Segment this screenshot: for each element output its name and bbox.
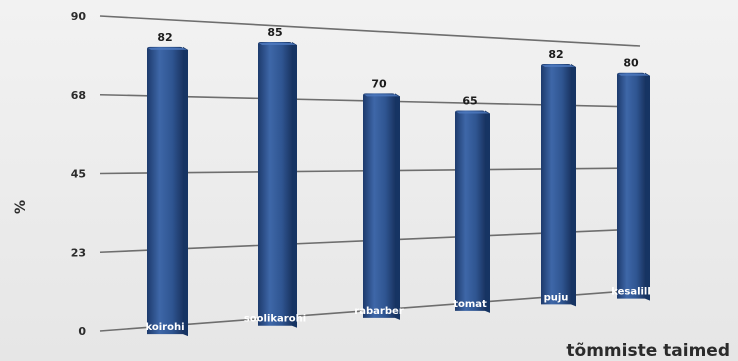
bar-group: 65 tomat [453,95,490,313]
y-tick-label: 68 [71,89,86,102]
bar-side [292,41,297,328]
y-tick-label: 23 [71,246,86,259]
bar-top [364,94,399,97]
bar-side [183,46,188,337]
category-label: puju [544,292,569,303]
category-label: soolikarohi [244,314,306,325]
bar-side [395,93,400,320]
bars: 82 koirohi 85 soolikarohi 70 rabarber 65 tomat 8… [145,26,651,337]
y-axis-ticks: 90 68 45 23 0 [71,10,87,338]
data-label: 65 [462,95,477,108]
bar-top [542,65,575,68]
bar [147,46,183,335]
bar-top [148,47,187,50]
category-label: koirohi [145,322,184,333]
bar [455,110,485,311]
data-label: 82 [548,48,563,61]
data-label: 80 [623,57,639,70]
gridline [99,15,641,47]
x-axis-label: tõmmiste taimed [566,341,730,361]
data-label: 82 [157,31,172,44]
bar-side [645,72,650,301]
data-label: 85 [267,26,282,39]
bar-top [259,42,296,45]
category-label: tomat [453,299,487,310]
bar-group: 85 soolikarohi [244,26,306,328]
bar-side [485,110,490,313]
bar-group: 80 kesalill [611,57,651,301]
bar-group: 70 rabarber [354,77,404,320]
bar [363,93,395,318]
bar [617,72,645,299]
bar-top [618,73,649,76]
category-label: kesalill [611,287,651,298]
bar [541,64,571,305]
y-tick-label: 90 [71,10,87,23]
bar-side [571,64,576,307]
bar-top [456,111,489,114]
bar-group: 82 puju [541,48,576,307]
y-tick-label: 0 [78,325,86,338]
bar-group: 82 koirohi [145,31,188,337]
y-tick-label: 45 [71,168,86,181]
y-axis-label: % [13,200,29,214]
data-label: 70 [371,77,387,90]
category-label: rabarber [354,306,403,317]
bar [258,41,292,326]
